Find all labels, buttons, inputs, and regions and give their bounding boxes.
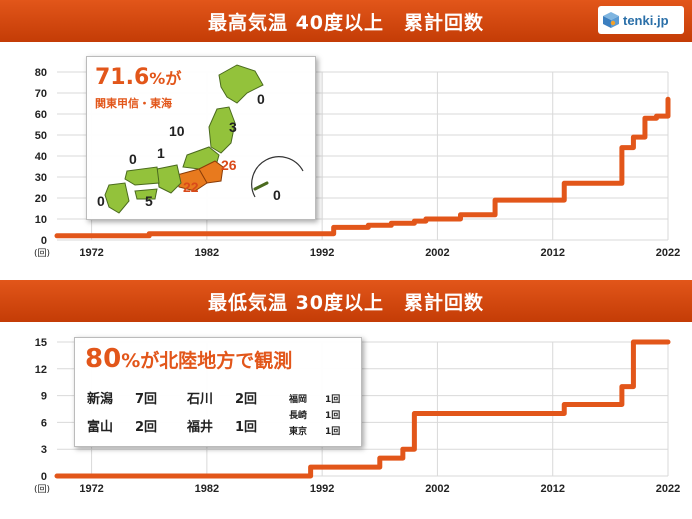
chart2-headline-pct: 80 bbox=[85, 344, 122, 374]
chart1-ytick-label: 30 bbox=[35, 172, 47, 184]
chart1-ytick-label: 50 bbox=[35, 130, 47, 142]
stat-ishikawa-name: 石川 bbox=[187, 392, 214, 407]
chart1-ytick-label: 10 bbox=[35, 214, 47, 226]
count-hokkaido: 0 bbox=[257, 91, 265, 107]
chart2-xtick-label: 2002 bbox=[425, 483, 449, 495]
stat-nagasaki-name: 長崎 bbox=[289, 411, 308, 421]
count-tohoku: 3 bbox=[229, 119, 237, 135]
stat-niigata-value: 7回 bbox=[135, 392, 158, 407]
stat-nagasaki-value: 1回 bbox=[325, 411, 341, 421]
tenki-cube-icon bbox=[603, 12, 619, 28]
count-kanto: 26 bbox=[221, 157, 237, 173]
stat-fukui-value: 1回 bbox=[235, 420, 258, 435]
chart1-title: 最高気温 40度以上 累計回数 bbox=[207, 11, 485, 34]
chart1-unit-label: (回) bbox=[34, 248, 50, 259]
count-tokai: 22 bbox=[183, 179, 199, 195]
stat-fukui-name: 福井 bbox=[187, 420, 214, 435]
chart1-xtick-label: 2012 bbox=[540, 247, 564, 259]
chart1-ytick-label: 70 bbox=[35, 88, 47, 100]
stat-tokyo-name: 東京 bbox=[289, 427, 308, 437]
chart1-ytick-label: 20 bbox=[35, 193, 47, 205]
chart1-inset: 71.6%が 関東甲信・東海 0 3 bbox=[86, 56, 316, 220]
chart1-series-line bbox=[54, 96, 671, 239]
stat-tokyo-value: 1回 bbox=[325, 427, 341, 437]
chart2-xtick-label: 2012 bbox=[540, 483, 564, 495]
chart2-inset: 80%が北陸地方で観測 新潟 7回 石川 2回 富山 2回 福井 1回 福岡 1… bbox=[74, 337, 362, 447]
chart1-xtick-label: 1982 bbox=[195, 247, 219, 259]
count-kinki-north: 1 bbox=[157, 145, 165, 161]
chart2-series-line bbox=[54, 339, 671, 479]
stat-fukuoka-value: 1回 bbox=[325, 395, 341, 405]
logo-text: tenki.jp bbox=[623, 12, 669, 28]
chart2-xtick-label: 2022 bbox=[656, 483, 680, 495]
chart1-ytick-label: 40 bbox=[35, 151, 47, 163]
chart1-headline-sub: 関東甲信・東海 bbox=[95, 97, 172, 110]
chart2-ytick-label: 9 bbox=[41, 391, 47, 403]
chart1-title-banner: 最高気温 40度以上 累計回数 bbox=[0, 0, 692, 42]
tenki-logo: tenki.jp bbox=[598, 6, 684, 34]
chart1-ytick-label: 60 bbox=[35, 109, 47, 121]
chart1-xtick-label: 1992 bbox=[310, 247, 334, 259]
chart2-unit-label: (回) bbox=[34, 484, 50, 495]
stat-fukuoka-name: 福岡 bbox=[289, 395, 308, 405]
stat-toyama-name: 富山 bbox=[87, 420, 114, 435]
chart2-ytick-label: 6 bbox=[41, 417, 47, 429]
stat-toyama-value: 2回 bbox=[135, 420, 158, 435]
chart2-ytick-label: 12 bbox=[35, 364, 47, 376]
chart1-xtick-label: 2022 bbox=[656, 247, 680, 259]
count-okinawa: 0 bbox=[273, 187, 281, 203]
chart2-ytick-label: 0 bbox=[41, 471, 47, 483]
chart2-ytick-label: 15 bbox=[35, 337, 47, 349]
chart2-xtick-label: 1992 bbox=[310, 483, 334, 495]
chart2-xtick-label: 1972 bbox=[79, 483, 103, 495]
chart2-headline-suffix: %が北陸地方で観測 bbox=[121, 350, 293, 372]
chart1-xtick-label: 1972 bbox=[79, 247, 103, 259]
chart2-title-banner: 最低気温 30度以上 累計回数 bbox=[0, 280, 692, 322]
chart1-headline-pct: 71.6 bbox=[95, 65, 150, 90]
chart1-headline-suffix: %が bbox=[149, 69, 182, 88]
count-kyushu: 0 bbox=[97, 193, 105, 209]
japan-map bbox=[104, 64, 304, 214]
chart2-xtick-label: 1982 bbox=[195, 483, 219, 495]
chart1-xtick-label: 2002 bbox=[425, 247, 449, 259]
chart1-ytick-label: 80 bbox=[35, 67, 47, 79]
count-hokuriku: 10 bbox=[169, 123, 185, 139]
chart1-ytick-label: 0 bbox=[41, 235, 47, 247]
stat-ishikawa-value: 2回 bbox=[235, 392, 258, 407]
chart2-title: 最低気温 30度以上 累計回数 bbox=[207, 291, 485, 314]
count-chugoku: 0 bbox=[129, 151, 137, 167]
count-shikoku: 5 bbox=[145, 193, 153, 209]
stat-niigata-name: 新潟 bbox=[87, 392, 114, 407]
chart2-ytick-label: 3 bbox=[41, 444, 47, 456]
